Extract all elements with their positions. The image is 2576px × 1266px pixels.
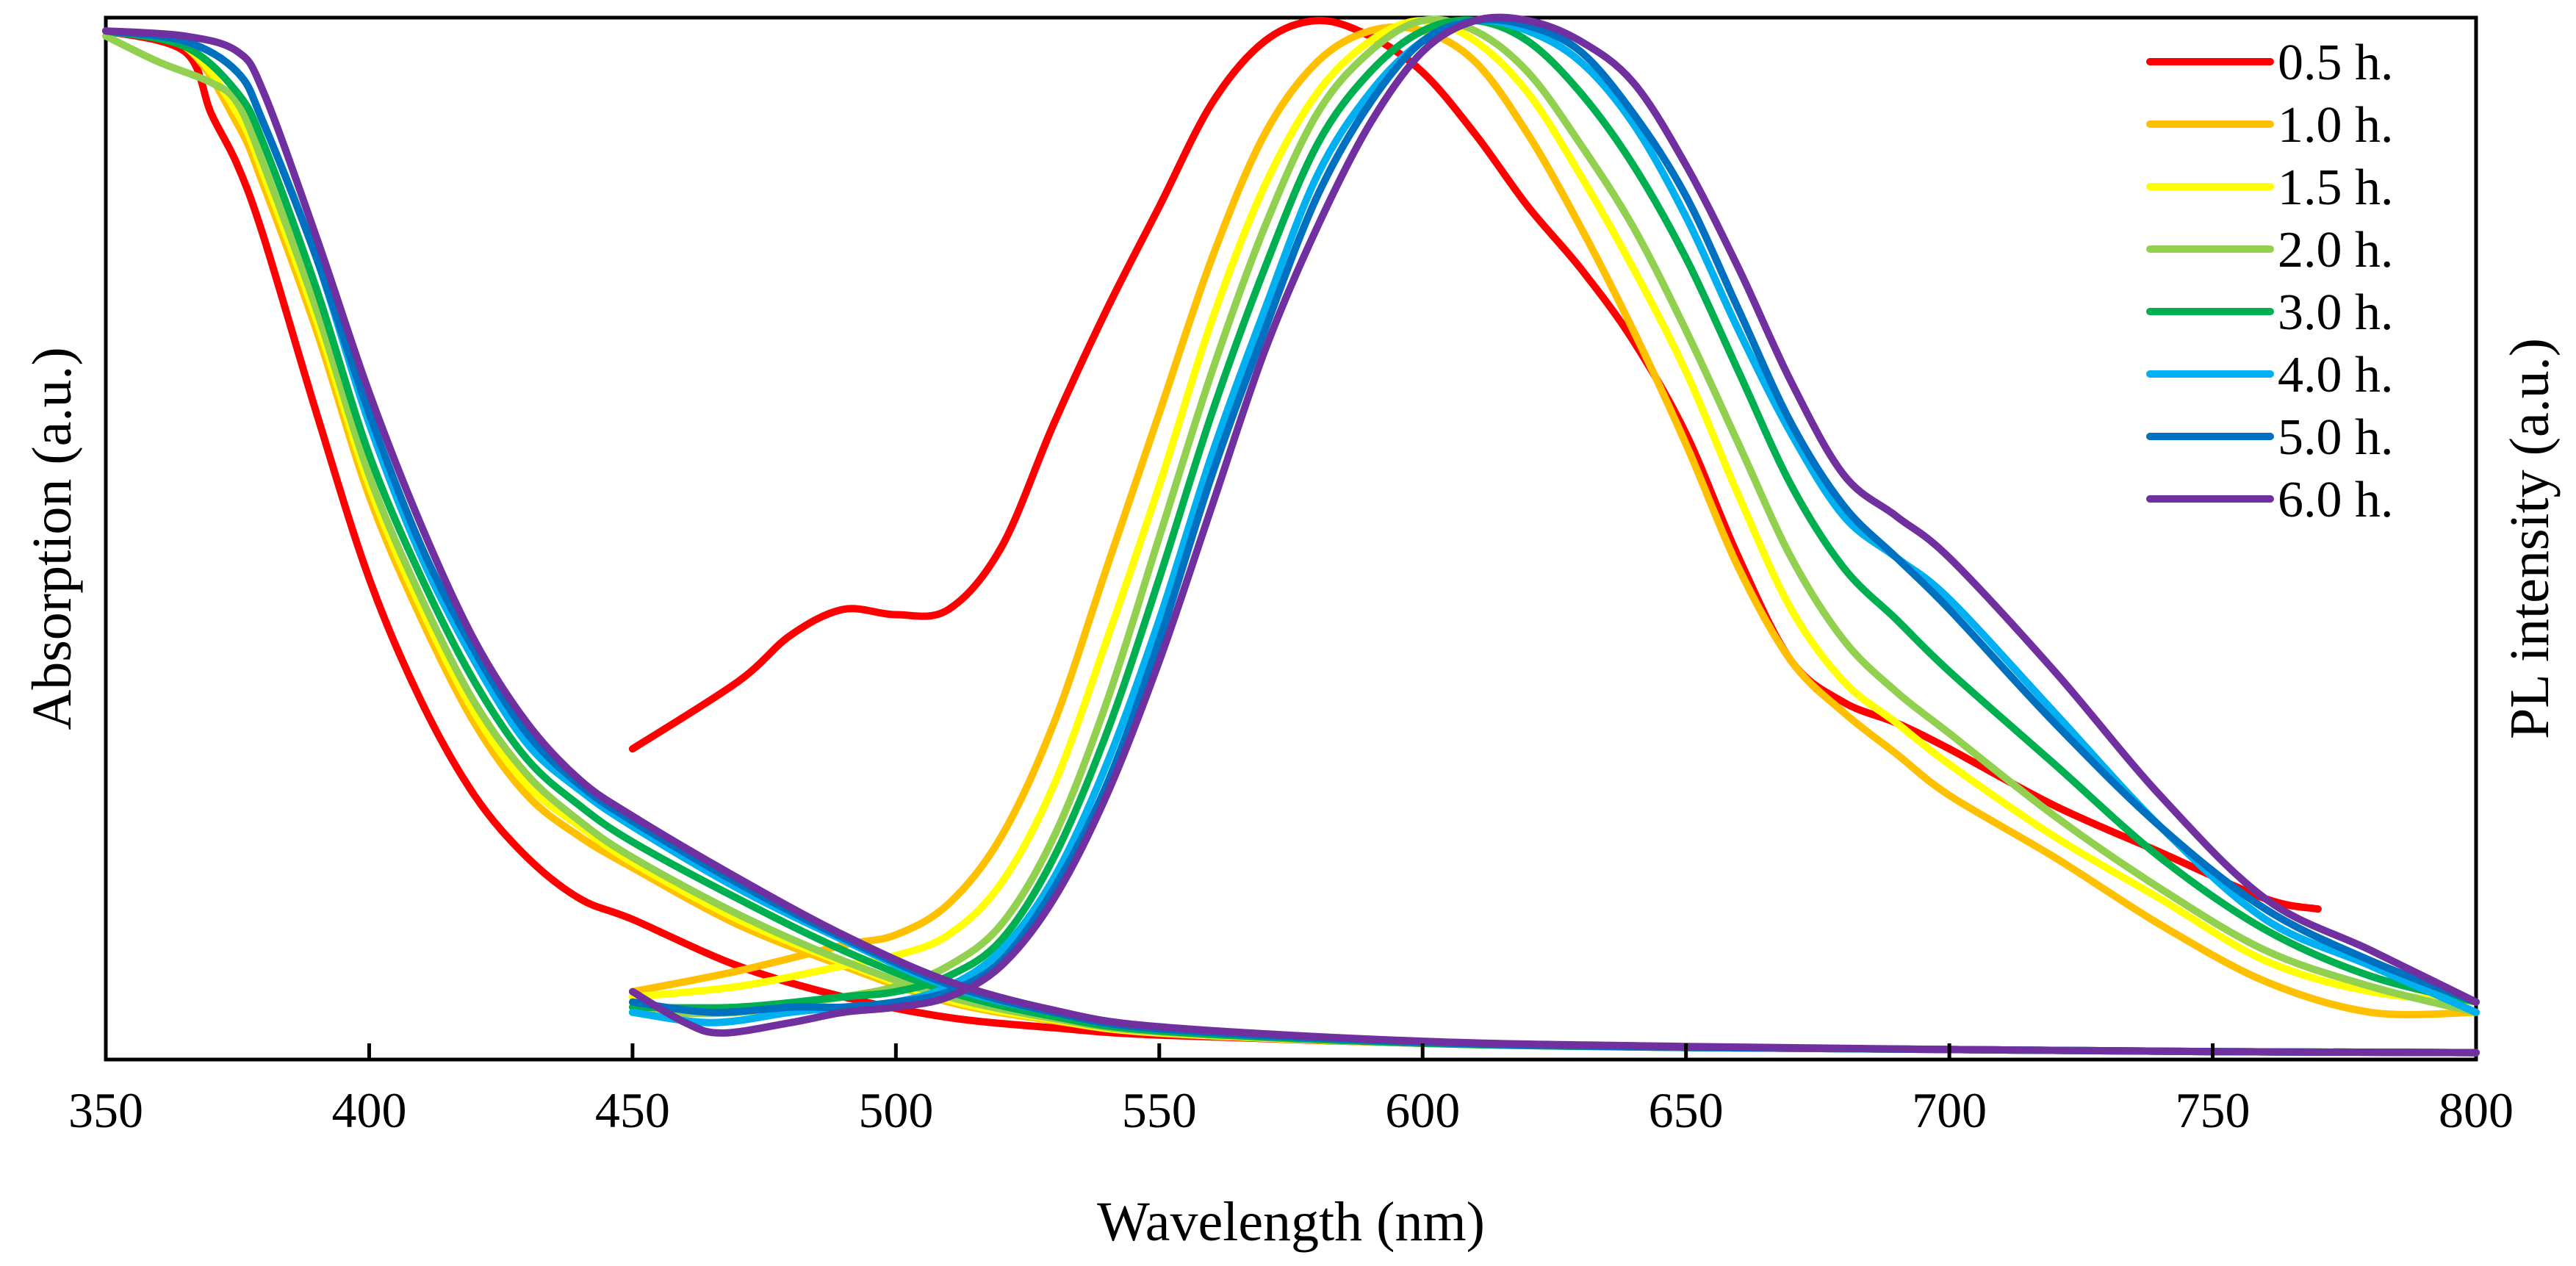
x-tick-label: 600 <box>1385 1082 1460 1138</box>
legend: 0.5 h. 1.0 h.1.5 h. 2.0 h. 3.0 h. 4.0 h. 5.0 … <box>2146 35 2394 528</box>
pl-line-0-5-h <box>628 16 2322 913</box>
y-axis-title: Absorption (a.u.) <box>21 347 83 730</box>
legend-label-6-0-h: 6.0 h. <box>2278 472 2394 528</box>
x-tick-label: 550 <box>1122 1082 1197 1138</box>
x-tick-label: 500 <box>858 1082 933 1138</box>
x-tick-label: 700 <box>1912 1082 1987 1138</box>
x-tick-label: 650 <box>1649 1082 1724 1138</box>
x-tick-label: 400 <box>331 1082 406 1138</box>
x-tick-label: 350 <box>68 1082 143 1138</box>
legend-label-5-0-h: 5.0 h. <box>2278 409 2394 466</box>
x-axis: 350 400 450 500 550 600 650 700 750 800 <box>68 1043 2514 1138</box>
series-layer <box>102 13 2480 1057</box>
x-tick-label: 800 <box>2439 1082 2514 1138</box>
x-tick-label: 750 <box>2176 1082 2251 1138</box>
x-tick-label: 450 <box>595 1082 670 1138</box>
legend-label-2-0-h: 2.0 h. <box>2278 222 2394 278</box>
x-axis-title: Wavelength (nm) <box>1097 1191 1485 1253</box>
legend-label-0-5-h: 0.5 h. <box>2278 35 2394 91</box>
pl-line-2-0-h <box>628 15 2480 1018</box>
legend-label-4-0-h: 4.0 h. <box>2278 347 2394 403</box>
legend-label-1-0-h: 1.0 h. <box>2278 97 2394 154</box>
pl-line-6-0-h <box>628 13 2480 1037</box>
legend-label-1-5-h: 1.5 h. <box>2278 159 2394 216</box>
pl-line-1-5-h <box>628 17 2480 1006</box>
pl-line-1-0-h <box>628 23 2480 1018</box>
y2-axis-title: PL intensity (a.u.) <box>2499 338 2561 739</box>
plot-frame <box>104 15 2478 1062</box>
legend-label-3-0-h: 3.0 h. <box>2278 284 2394 341</box>
absorption-line-6-0-h <box>102 27 2480 1057</box>
